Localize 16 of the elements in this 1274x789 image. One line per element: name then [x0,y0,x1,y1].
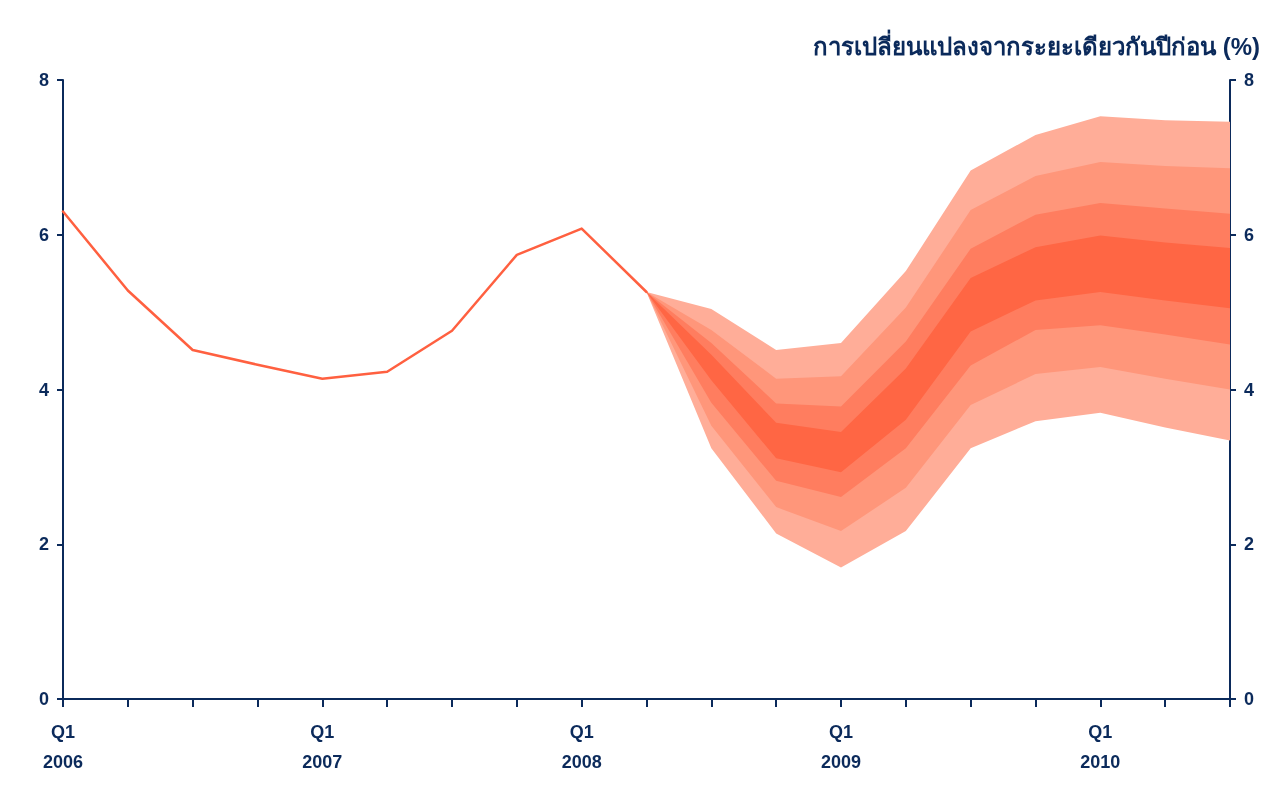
x-tick-label: Q1 2009 [820,722,862,772]
y-tick-label: 6 [38,224,49,245]
y2-tick-label: 6 [1244,224,1255,245]
y2-tick-label: 8 [1244,70,1255,90]
x-tick-label: Q1 2007 [302,722,343,772]
y-tick-label: 0 [38,689,49,709]
x-tick-label: Q1 2010 [1080,722,1121,772]
y-tick-label: 8 [38,70,49,90]
y2-axis-title: การเปลี่ยนแปลงจากระยะเดียวกันปีก่อน (%) [813,28,1260,60]
x-tick-label: Q1 2006 [42,722,84,772]
y2-tick-label: 0 [1244,689,1255,709]
y-tick-label: 2 [38,534,49,555]
y-tick-label: 4 [38,379,49,400]
y2-tick-label: 2 [1244,534,1255,555]
x-tick-label: Q1 2008 [561,722,602,772]
y2-tick-label: 4 [1244,379,1255,400]
